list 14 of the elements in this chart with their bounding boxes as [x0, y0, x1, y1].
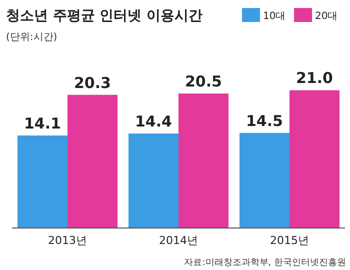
data-label: 14.5: [246, 112, 284, 130]
data-label: 20.3: [74, 74, 112, 92]
x-tick-label: 2013년: [48, 234, 87, 247]
text: 자료:미래창조과학부, 한국인터넷진흥원: [184, 258, 346, 268]
data-label: 14.4: [134, 112, 172, 131]
legend-label: 20대: [315, 11, 338, 22]
data-label: 21.0: [296, 69, 334, 88]
chart-title: 청소년 주평균 인터넷 이용시간: [6, 8, 203, 24]
data-label: 20.5: [184, 72, 222, 91]
data-label: 14.1: [24, 114, 62, 133]
chart-subtitle: (단위:시간): [6, 32, 58, 43]
x-tick-label: 2015년: [270, 234, 309, 247]
x-tick-label: 2014년: [159, 234, 198, 247]
legend-label: 10대: [263, 11, 286, 22]
